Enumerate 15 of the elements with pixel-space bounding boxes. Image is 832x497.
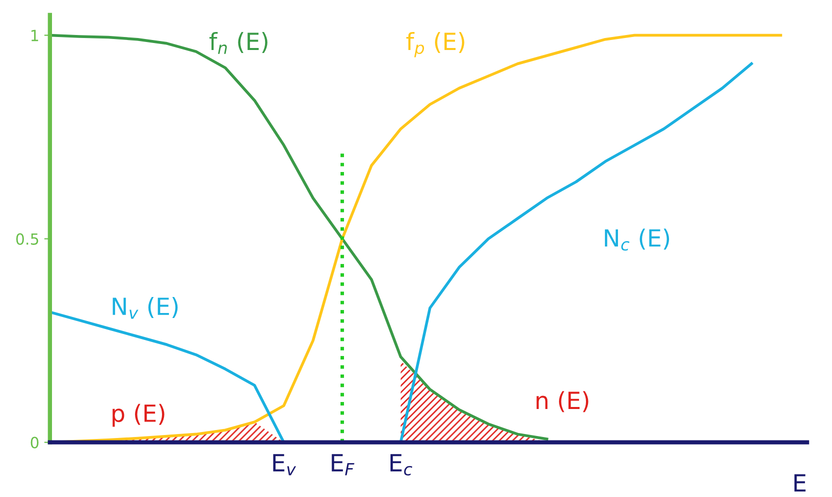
annotation: f$_{p}$ (E) [406, 32, 464, 58]
y-tick-label: 0 [30, 436, 38, 448]
annotation: f$_{n}$ (E) [209, 32, 268, 54]
line-series [399, 62, 753, 442]
x-axis-title: E [794, 474, 806, 492]
annotation: N$_{v}$ (E) [112, 297, 178, 319]
annotation: p (E) [112, 404, 164, 427]
x-tick-label: E$_{c}$ [390, 454, 412, 476]
y-tick-label: 0.5 [16, 233, 38, 245]
annotation: N$_{c}$ (E) [604, 228, 670, 251]
x-tick-label: E$_{v}$ [273, 454, 296, 476]
annotation: n (E) [536, 391, 588, 412]
x-tick-label: E$_{F}$ [332, 454, 354, 476]
line-series [50, 34, 548, 440]
y-tick-label: 1 [31, 30, 38, 42]
